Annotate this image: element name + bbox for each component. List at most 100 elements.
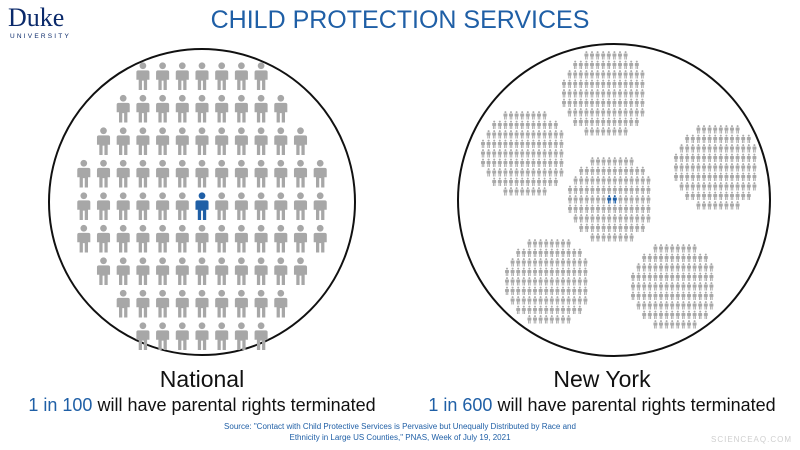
person-icon	[533, 239, 537, 248]
person-icon	[77, 224, 91, 253]
person-icon	[709, 282, 714, 291]
person-icon	[573, 214, 578, 223]
person-icon	[503, 168, 508, 177]
person-icon	[509, 149, 513, 158]
person-icon	[646, 185, 651, 194]
person-icon	[618, 233, 623, 242]
person-icon	[730, 134, 734, 143]
person-icon	[573, 70, 578, 79]
person-icon	[596, 157, 600, 166]
person-icon	[531, 177, 536, 186]
person-icon	[531, 149, 536, 158]
person-icon	[234, 322, 248, 350]
person-icon	[195, 62, 209, 90]
person-icon	[492, 139, 497, 148]
person-icon	[572, 267, 577, 276]
person-icon	[618, 89, 622, 98]
person-icon	[601, 79, 606, 88]
person-icon	[601, 127, 606, 136]
person-icon	[525, 130, 530, 139]
person-icon	[544, 258, 549, 267]
person-icon	[703, 301, 708, 310]
person-icon	[584, 89, 589, 98]
person-icon	[254, 192, 268, 220]
person-icon	[492, 130, 497, 139]
person-icon	[629, 176, 634, 185]
person-icon	[623, 89, 628, 98]
person-icon	[601, 157, 606, 166]
person-icon	[696, 172, 701, 181]
person-icon	[538, 267, 543, 276]
person-icon	[618, 204, 623, 213]
person-icon	[525, 158, 530, 167]
person-icon	[559, 139, 564, 148]
person-icon	[601, 195, 606, 204]
person-icon	[548, 149, 553, 158]
person-icon	[724, 153, 729, 162]
person-icon	[629, 204, 634, 213]
person-icon	[156, 224, 170, 253]
person-icon	[659, 253, 663, 262]
stat-text: will have parental rights terminated	[96, 395, 375, 415]
person-icon	[234, 94, 248, 123]
person-icon	[533, 258, 537, 267]
person-icon	[555, 277, 560, 286]
person-icon	[590, 195, 595, 204]
person-icon	[696, 182, 701, 191]
person-icon	[590, 166, 595, 175]
person-icon	[584, 214, 589, 223]
person-icon	[687, 282, 691, 291]
person-icon	[612, 60, 617, 69]
person-icon	[578, 79, 583, 88]
person-icon	[584, 204, 589, 213]
person-icon	[553, 130, 558, 139]
person-icon	[752, 182, 757, 191]
person-icon	[640, 176, 645, 185]
person-icon	[618, 79, 622, 88]
person-icon	[521, 248, 526, 257]
person-icon	[596, 166, 600, 175]
person-icon	[537, 149, 541, 158]
person-icon	[492, 177, 497, 186]
person-icon	[640, 214, 645, 223]
person-icon	[542, 120, 547, 129]
person-icon	[612, 176, 617, 185]
person-icon	[492, 168, 497, 177]
person-icon	[618, 108, 622, 117]
person-icon	[590, 157, 595, 166]
person-icon	[579, 185, 584, 194]
person-icon	[612, 157, 617, 166]
person-icon	[624, 195, 628, 204]
person-icon	[687, 253, 691, 262]
person-icon	[584, 117, 589, 126]
person-icon	[685, 191, 690, 200]
person-icon	[675, 263, 680, 272]
person-icon	[735, 182, 740, 191]
person-icon	[601, 89, 606, 98]
person-icon	[521, 286, 526, 295]
person-icon	[690, 163, 695, 172]
person-icon	[646, 176, 651, 185]
person-icon	[525, 168, 530, 177]
person-icon	[601, 223, 606, 232]
person-icon	[713, 191, 718, 200]
person-icon	[136, 289, 150, 318]
person-icon	[579, 223, 584, 232]
person-icon	[525, 111, 530, 120]
person-icon	[713, 201, 718, 210]
person-icon	[481, 158, 485, 167]
person-icon	[730, 125, 734, 134]
person-icon	[624, 185, 628, 194]
person-icon	[520, 177, 525, 186]
person-icon	[538, 248, 543, 257]
person-icon	[537, 120, 541, 129]
person-icon	[601, 70, 606, 79]
person-icon	[629, 185, 634, 194]
person-icon	[562, 79, 566, 88]
person-icon	[516, 286, 521, 295]
person-icon	[590, 117, 594, 126]
person-icon	[527, 315, 532, 324]
person-icon	[607, 185, 612, 194]
person-icon	[696, 125, 701, 134]
person-icon	[618, 127, 622, 136]
